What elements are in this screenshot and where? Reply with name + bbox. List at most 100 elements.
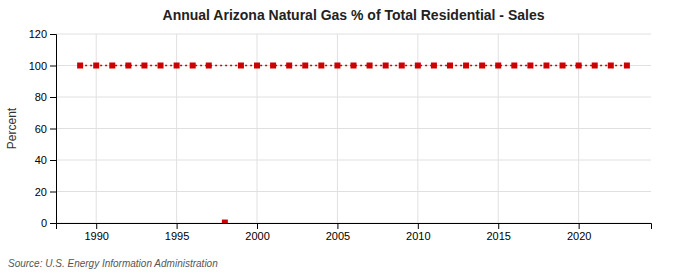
tick: 120	[29, 28, 56, 40]
tick-label: 20	[35, 186, 47, 198]
marker	[383, 63, 389, 69]
marks	[77, 63, 630, 224]
plot: 1990 1995 2000 2005 2010 2015 2020 0 20 40 60 80 100…	[29, 28, 652, 242]
marker	[608, 63, 614, 69]
tick-mark	[177, 223, 178, 229]
grid-line-x	[96, 34, 97, 223]
tick-mark	[96, 223, 97, 229]
title: Annual Arizona Natural Gas % of Total Re…	[163, 7, 545, 23]
series	[77, 63, 630, 69]
tick-mark	[257, 223, 258, 229]
tick-mark	[50, 66, 56, 67]
grid-line-x	[257, 34, 258, 223]
marker	[351, 63, 357, 69]
marker	[125, 63, 131, 69]
tick-label: 2010	[406, 230, 430, 242]
marker	[511, 63, 517, 69]
axis-line	[57, 224, 652, 230]
marker	[158, 63, 164, 69]
tick: 20	[35, 186, 56, 198]
tick-label: 1990	[84, 230, 108, 242]
tick: 2010	[406, 223, 430, 242]
tick-label: 2000	[245, 230, 269, 242]
grid-line-y	[56, 34, 651, 35]
tick-label: 120	[29, 28, 47, 40]
marker	[527, 63, 533, 69]
marker	[367, 63, 373, 69]
marker	[431, 63, 437, 69]
tick-mark	[50, 97, 56, 98]
marker	[174, 63, 180, 69]
marker	[576, 63, 582, 69]
marker	[270, 63, 276, 69]
grid-line-y	[56, 160, 651, 161]
tick-label: 2015	[486, 230, 510, 242]
marker	[463, 63, 469, 69]
grid	[56, 34, 651, 223]
marker	[399, 63, 405, 69]
tick-mark	[50, 223, 56, 224]
grid-line-y	[56, 97, 651, 98]
grid-line-x	[417, 34, 418, 223]
marker	[592, 63, 598, 69]
marker	[238, 63, 244, 69]
marker	[479, 63, 485, 69]
grid-line-y	[56, 128, 651, 129]
chart: 1990 1995 2000 2005 2010 2015 2020 0 20 40 60 80 100…	[0, 0, 675, 275]
tick-mark	[50, 129, 56, 130]
marker	[93, 63, 99, 69]
tick: 100	[29, 60, 56, 72]
marker	[141, 63, 147, 69]
tick-mark	[50, 160, 56, 161]
tick: 80	[35, 91, 56, 103]
marker	[222, 220, 228, 223]
tick-label: 2005	[326, 230, 350, 242]
tick-mark	[579, 223, 580, 229]
tick: 2005	[326, 223, 350, 242]
marker	[495, 63, 501, 69]
tick-label: 40	[35, 154, 47, 166]
tick-mark	[50, 34, 56, 35]
marker	[624, 63, 630, 69]
tick: 1995	[165, 223, 189, 242]
marker	[286, 63, 292, 69]
marker	[318, 63, 324, 69]
tick-label: 1995	[165, 230, 189, 242]
marker	[447, 63, 453, 69]
grid-line-x	[337, 34, 338, 223]
tick-label: 100	[29, 60, 47, 72]
marker	[302, 63, 308, 69]
tick-label: 80	[35, 91, 47, 103]
marker	[543, 63, 549, 69]
tick: 40	[35, 154, 56, 166]
annotation: Source: U.S. Energy Information Administ…	[8, 258, 218, 269]
y-axis: 0 20 40 60 80 100 120	[29, 28, 57, 229]
tick-label: 0	[41, 217, 47, 229]
marker	[109, 63, 115, 69]
axis-line	[50, 35, 57, 224]
marker	[334, 63, 340, 69]
marker	[560, 63, 566, 69]
tick-mark	[418, 223, 419, 229]
marker	[206, 63, 212, 69]
tick-mark	[50, 192, 56, 193]
tick-mark	[498, 223, 499, 229]
tick: 0	[41, 217, 56, 229]
grid-line-y	[56, 191, 651, 192]
series	[222, 220, 228, 223]
y-axis-title: Percent	[5, 107, 19, 149]
marker	[77, 63, 83, 69]
tick: 1990	[84, 223, 108, 242]
marker	[415, 63, 421, 69]
marker	[254, 63, 260, 69]
tick: 2000	[245, 223, 269, 242]
tick-label: 2020	[567, 230, 591, 242]
x-axis: 1990 1995 2000 2005 2010 2015 2020	[57, 223, 652, 242]
marker	[190, 63, 196, 69]
grid-line-x	[176, 34, 177, 223]
grid-line-x	[498, 34, 499, 223]
tick: 2020	[567, 223, 591, 242]
tick: 2015	[486, 223, 510, 242]
tick: 60	[35, 123, 56, 135]
tick-mark	[337, 223, 338, 229]
